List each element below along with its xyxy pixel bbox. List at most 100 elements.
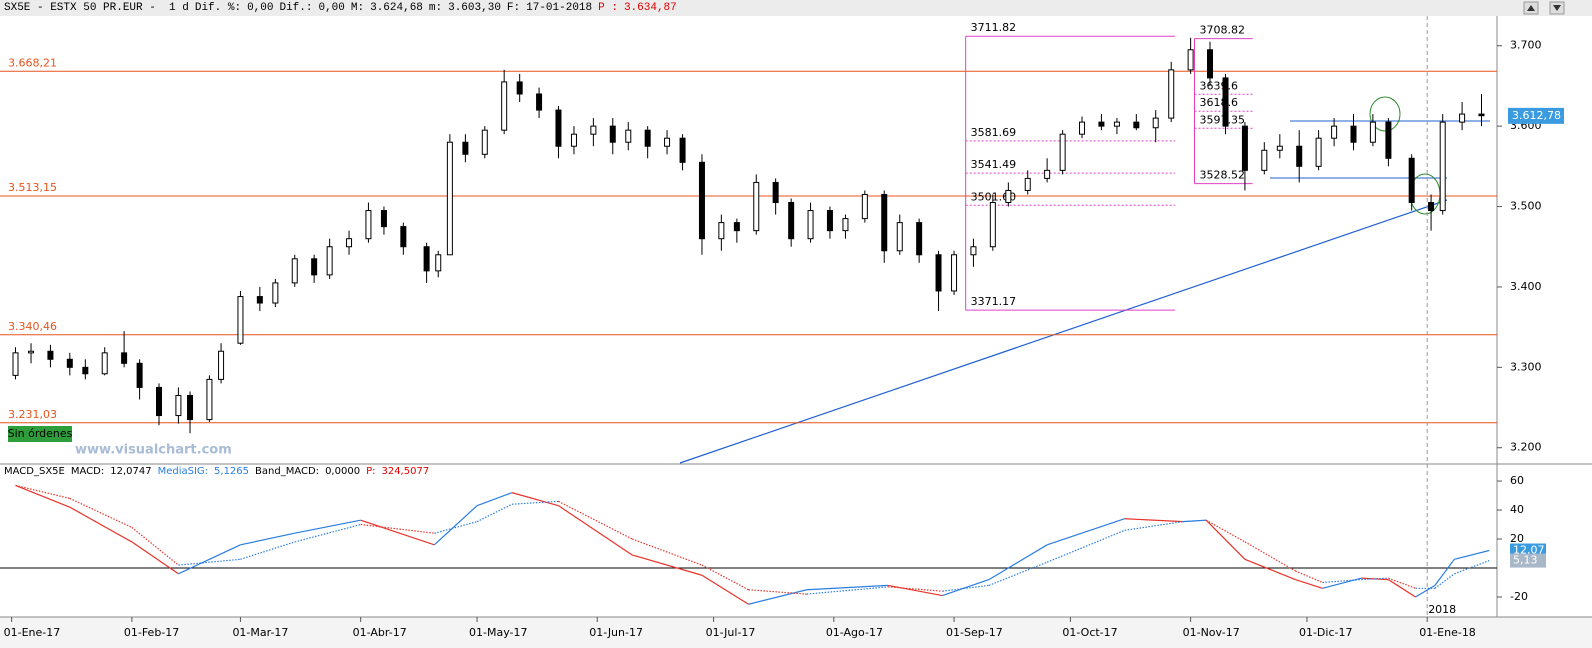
status-text: Sin órdenes [8,427,73,440]
candle-body [989,202,996,248]
candle-body [423,246,430,272]
macd-line-segment [988,561,1048,586]
macd-line-segment [360,519,435,546]
macd-line-segment [131,541,179,575]
x-tick-label: 01-May-17 [469,626,527,639]
field-value: 3.634,87 [623,2,677,14]
candle-body [772,181,779,204]
candle-body [175,394,182,417]
value-box-label: 12,07 [1513,544,1545,557]
header-bg [0,0,1592,16]
candle-body [1207,49,1214,79]
candle-body [951,254,958,292]
candle-body [664,137,671,147]
macd-line-segment [1322,577,1362,589]
candle-body [218,350,225,380]
candle-body [1113,121,1120,127]
extra-value: 324,5077 [381,466,430,477]
x-tick-label: 01-Feb-17 [124,626,179,639]
candle-body [788,202,795,240]
candle-body [826,210,833,232]
macd-line-segment [806,584,889,591]
extra-name: P: [366,466,376,477]
candle-body [570,133,577,147]
candle-body [400,226,407,248]
candle-body [326,246,333,276]
candle-body [256,296,263,304]
fib-label: 3597.35 [1199,113,1245,126]
last-price-label: 3.612,78 [1512,109,1561,122]
trend-line [679,199,1448,464]
fib-label: 3708.82 [1199,24,1245,37]
level-label: 3.340,46 [8,320,57,333]
macd-line-segment [1244,541,1296,572]
macd-line-segment [1205,519,1246,560]
candle-body [1152,117,1159,129]
x-tick-label: 01-Jun-17 [589,626,643,639]
status-badge [8,426,72,442]
last-price-box [1508,107,1564,124]
macd-line-segment [1388,579,1416,598]
macd-line-segment [1046,518,1125,546]
candle-body [609,125,616,143]
candle-body [516,81,523,95]
symbol-title: SX5E - ESTX 50 PR.EUR - 1 d [4,2,189,14]
macd-line-segment [131,526,179,566]
field-value: 3.624,68 [370,2,423,14]
candle-body [446,141,453,256]
macd-line-segment [476,503,513,523]
macd-line-segment [631,538,703,566]
macd-line-segment [701,564,749,591]
macd-line-segment [1046,529,1125,563]
candle-body [1331,125,1338,139]
candle-body [753,181,760,232]
candle-body [1044,169,1051,179]
macd-line-segment [1361,577,1389,581]
candle-body [861,193,868,220]
macd-line-segment [240,532,295,546]
candle-body [1369,121,1376,143]
macd-line-segment [69,506,133,543]
macd-line-segment [1454,549,1490,560]
macd-line-segment [1454,560,1490,575]
x-tick-label: 01-Dic-17 [1299,626,1353,639]
y-tick-label: 3.700 [1510,39,1542,52]
field-value: 0,00 [247,2,274,14]
value-box [1510,553,1546,568]
macd-line-segment [433,505,478,546]
candle-body [536,93,543,111]
macd-line-segment [1434,573,1455,589]
field-label: M: [350,2,365,14]
macd-header: MACD_SX5E MACD: 12,0747 MediaSIG: 5,1265 Band… [4,465,435,479]
candle-body [156,386,163,417]
candle-body [644,129,651,147]
candle-body [1024,177,1031,191]
macd-line-segment [1124,521,1183,531]
x-tick-label: 01-Ene-18 [1419,626,1476,639]
y-tick-label: 20 [1510,532,1524,545]
field-value: 0,00 [318,2,345,14]
fib-label: 3618.6 [1199,96,1238,109]
candle-body [12,352,19,376]
candle-body [121,352,128,364]
x-tick-label: 01-Ene-17 [4,626,61,639]
candle-body [1350,125,1357,143]
watermark: www.visualchart.com [75,443,232,458]
macd-line-segment [1124,518,1183,523]
candle-body [380,210,387,228]
legend-value: 12,0747 [110,466,152,477]
candle-body [462,141,469,155]
candle-body [970,246,977,256]
y-tick-label: 60 [1510,474,1524,487]
candle-body [291,258,298,284]
macd-line-segment [1434,558,1455,586]
macd-line-segment [294,523,361,543]
extra-value: 0,0000 [325,466,361,477]
field-label: m: [428,2,443,14]
macd-line-segment [1295,579,1323,589]
field-value: 17-01-2018 [526,2,593,14]
candle-body [501,81,508,131]
field-label: Dif. %: [194,2,242,14]
candle-body [733,222,740,232]
macd-line-segment [558,505,633,556]
